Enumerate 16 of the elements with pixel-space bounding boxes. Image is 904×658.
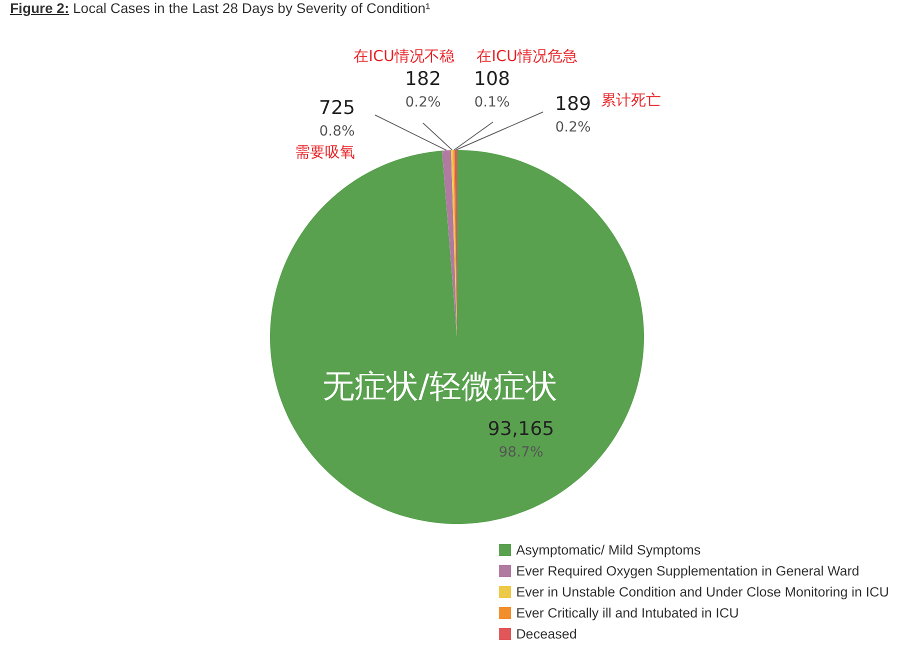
text: 无症状/轻微症状 (322, 367, 558, 405)
legend-label: Ever in Unstable Condition and Under Close Monitoring in ICU (516, 584, 889, 600)
data-label: 93,165 98.7% (488, 418, 554, 460)
text: 累计死亡 (601, 91, 661, 109)
data-label: 108 0.1% (474, 68, 510, 110)
data-label: 725 0.8% (318, 97, 356, 140)
text: 在ICU情况不稳 (354, 47, 454, 65)
data-label: 182 0.2% (404, 68, 442, 110)
legend-label: Deceased (516, 626, 577, 642)
chart-title: Figure 2: Local Cases in the Last 28 Days by Severity of Condition¹ (10, 0, 430, 16)
text: 在ICU情况危急 (476, 47, 578, 65)
legend-label: Ever Critically ill and Intubated in ICU (516, 606, 739, 620)
data-label: 189 0.2% (554, 93, 592, 136)
text: 需要吸氧 (295, 143, 355, 161)
legend-label: Ever Required Oxygen Supplementation in General Ward (516, 564, 860, 578)
legend-label: Asymptomatic/ Mild Symptoms (516, 542, 701, 558)
